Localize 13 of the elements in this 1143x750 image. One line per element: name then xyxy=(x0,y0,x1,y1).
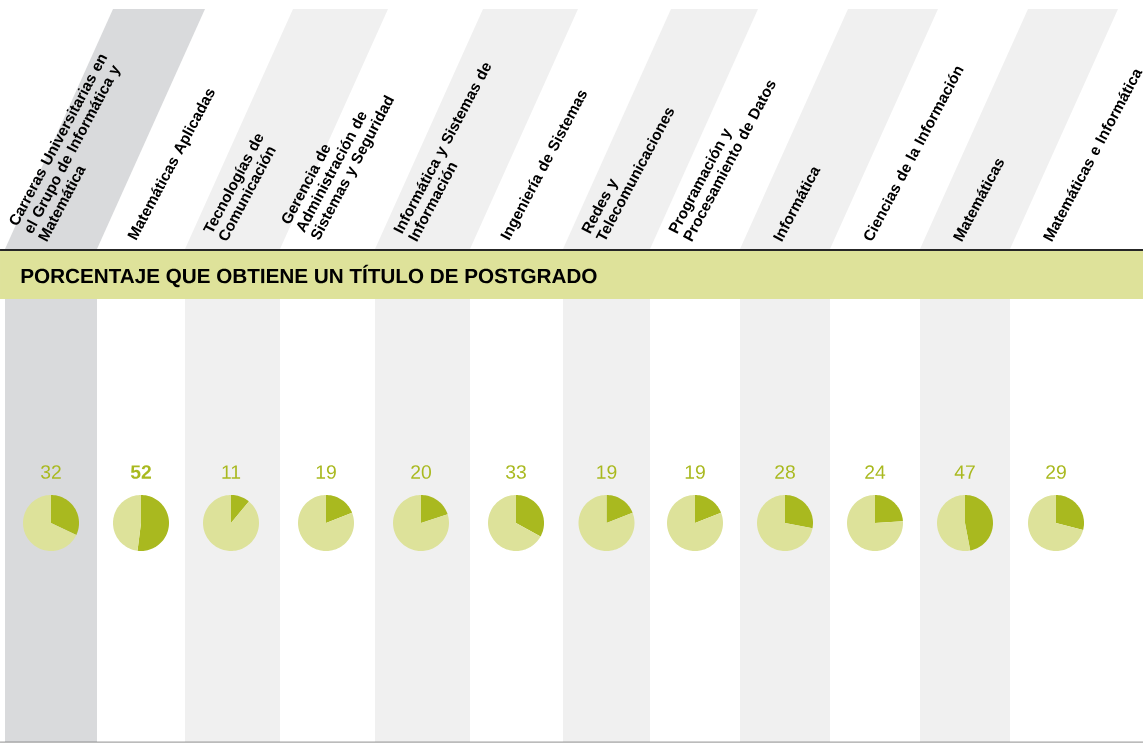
data-label: 24 xyxy=(865,465,886,479)
data-label: 29 xyxy=(1046,465,1066,479)
text: PORCENTAJE QUE OBTIENE UN TÍTULO DE POSTGRADO xyxy=(21,264,597,288)
data-label: 11 xyxy=(222,465,241,479)
data-label: 28 xyxy=(775,465,795,479)
data-label: 47 xyxy=(954,465,975,479)
data-label: 19 xyxy=(685,465,705,479)
data-label: 52 xyxy=(130,465,151,479)
data-label: 19 xyxy=(597,465,617,479)
data-label: 33 xyxy=(505,465,526,479)
data-label: 19 xyxy=(316,465,336,479)
data-label: 20 xyxy=(411,465,431,479)
data-label: 32 xyxy=(40,465,61,479)
